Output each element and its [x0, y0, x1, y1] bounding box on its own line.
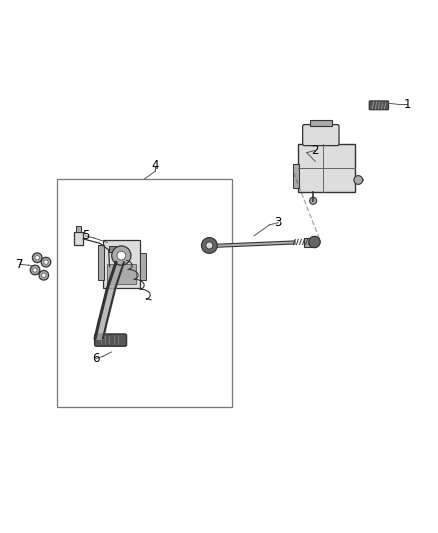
Bar: [310, 120, 332, 126]
Circle shape: [41, 257, 51, 267]
Circle shape: [310, 197, 317, 204]
Bar: [293, 164, 299, 188]
Text: 6: 6: [92, 352, 100, 365]
Text: 3: 3: [275, 216, 282, 229]
Circle shape: [35, 255, 39, 260]
Bar: [304, 238, 312, 247]
Bar: [57, 179, 232, 407]
Text: 4: 4: [152, 159, 159, 172]
Text: 7: 7: [16, 258, 24, 271]
Circle shape: [112, 246, 131, 265]
Text: 1: 1: [403, 98, 411, 111]
Bar: [140, 253, 146, 280]
Bar: [109, 246, 116, 253]
Bar: [107, 264, 136, 284]
Bar: [298, 144, 355, 192]
Bar: [76, 226, 81, 232]
Circle shape: [44, 260, 48, 264]
Circle shape: [33, 268, 37, 272]
Bar: [98, 245, 104, 280]
Circle shape: [206, 242, 213, 249]
FancyBboxPatch shape: [303, 125, 339, 146]
Bar: [74, 232, 83, 246]
Circle shape: [32, 253, 42, 263]
Text: 5: 5: [82, 229, 89, 243]
Circle shape: [354, 175, 363, 184]
Circle shape: [30, 265, 40, 275]
Circle shape: [309, 236, 320, 248]
Bar: [103, 240, 140, 288]
Circle shape: [117, 251, 126, 260]
Text: 2: 2: [311, 144, 319, 157]
Circle shape: [201, 238, 217, 253]
Circle shape: [39, 270, 49, 280]
FancyBboxPatch shape: [369, 101, 389, 110]
Circle shape: [42, 273, 46, 278]
FancyBboxPatch shape: [95, 334, 127, 346]
